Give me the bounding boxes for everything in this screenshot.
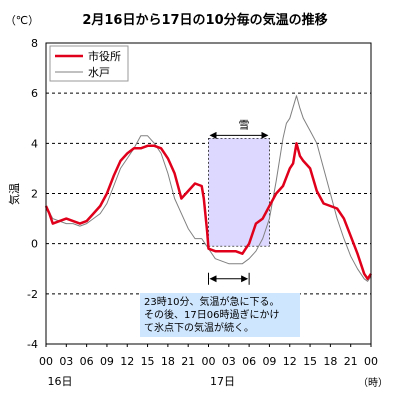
x-tick-label-12: 12 (283, 355, 297, 368)
annotation-line-1: 23時10分、気温が急に下る。 (144, 295, 279, 308)
series-layer (44, 95, 373, 282)
x-tick-label-1: 03 (59, 355, 73, 368)
y-tick-label-2: 0 (31, 238, 38, 251)
snow-period-layer: 雪 (208, 118, 270, 285)
day-label-1: 17日 (210, 375, 235, 388)
legend: 市役所 水戸 (49, 45, 129, 82)
series-line-1 (45, 95, 372, 282)
x-axis-unit: （時） (358, 377, 388, 389)
legend-box (49, 45, 129, 82)
snow-period-label: 雪 (238, 118, 249, 131)
chart-title: 2月16日から17日の10分毎の気温の推移 (82, 12, 327, 28)
x-tick-label-4: 12 (120, 355, 134, 368)
x-tick-label-7: 21 (181, 355, 195, 368)
x-tick-label-6: 18 (161, 355, 175, 368)
day-label-0: 16日 (48, 375, 73, 388)
x-tick-label-3: 09 (100, 355, 114, 368)
x-tick-label-15: 21 (344, 355, 358, 368)
annotation-line-2: その後、17日06時過ぎにかけ (144, 308, 279, 321)
y-tick-label-1: -2 (27, 288, 38, 301)
annotation-box: 23時10分、気温が急に下る。 その後、17日06時過ぎにかけ て氷点下の気温が… (140, 293, 300, 337)
x-tick-label-0: 00 (39, 355, 53, 368)
y-tick-label-5: 6 (31, 87, 38, 100)
x-tick-label-13: 15 (303, 355, 317, 368)
x-tick-label-10: 06 (242, 355, 256, 368)
day-labels: 16日 17日 (48, 375, 236, 388)
legend-label-series-0: 市役所 (88, 49, 121, 63)
x-tick-label-8: 00 (202, 355, 216, 368)
annotation-background (140, 293, 300, 337)
y-tick-label-4: 4 (31, 137, 38, 150)
y-tick-label-0: -4 (27, 338, 38, 351)
y-tick-label-6: 8 (31, 37, 38, 50)
x-tick-labels: 00 03 06 09 12 15 18 21 00 03 06 09 12 15 18 21 00 (39, 344, 378, 368)
legend-label-series-1: 水戸 (88, 66, 110, 79)
x-tick-label-14: 18 (323, 355, 337, 368)
x-tick-label-9: 03 (222, 355, 236, 368)
series-line-0 (44, 142, 373, 281)
x-tick-label-16: 00 (364, 355, 378, 368)
snow-period-box (208, 137, 270, 247)
unit-label: （℃） (5, 14, 39, 27)
annotation-line-3: て氷点下の気温が続く。 (144, 321, 254, 334)
x-tick-label-5: 15 (141, 355, 155, 368)
y-axis-label: 気温 (7, 183, 21, 205)
y-tick-labels: -4 -2 0 2 4 6 8 (27, 37, 38, 351)
x-tick-label-2: 06 (80, 355, 94, 368)
x-tick-label-11: 09 (262, 355, 276, 368)
y-tick-label-3: 2 (31, 188, 38, 201)
